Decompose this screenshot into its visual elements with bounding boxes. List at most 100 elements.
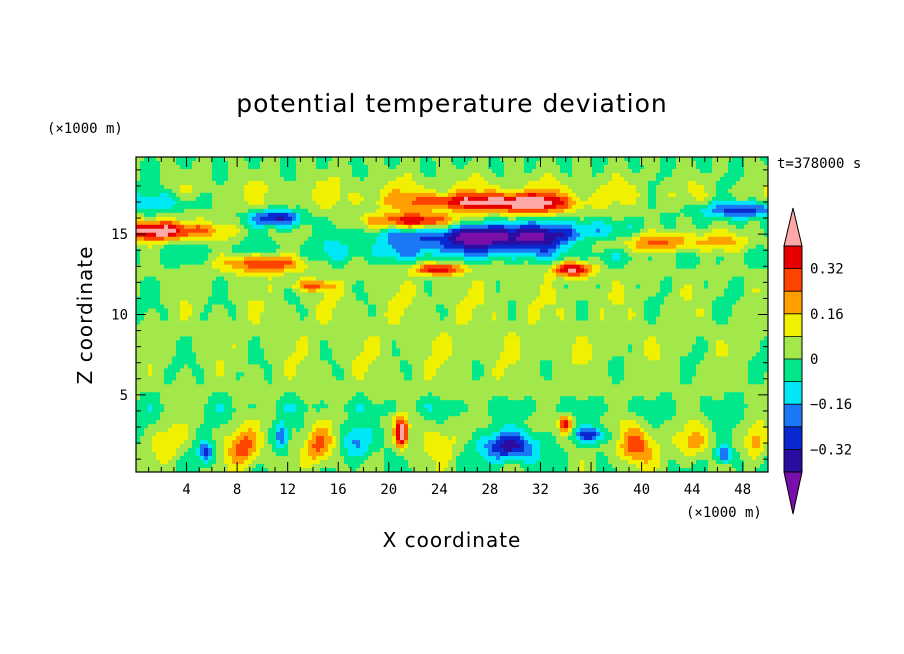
contour-cell [648,252,653,258]
contour-cell [332,220,337,226]
contour-cell [512,276,517,282]
contour-cell [220,216,225,222]
contour-cell [212,160,217,166]
contour-cell [712,192,717,198]
contour-cell [352,264,357,270]
contour-cell [284,240,289,246]
contour-cell [536,264,541,270]
contour-cell [544,176,549,182]
contour-cell [232,157,237,162]
contour-cell [276,268,281,274]
contour-cell [592,232,597,238]
contour-cell [704,176,709,182]
contour-cell [224,216,229,222]
contour-cell [460,172,465,178]
contour-cell [396,200,401,206]
contour-cell [384,216,389,222]
contour-cell [556,272,561,278]
contour-cell [152,228,157,234]
contour-cell [740,236,745,242]
contour-cell [460,260,465,266]
contour-cell [728,248,733,254]
contour-cell [576,248,581,254]
contour-cell [736,240,741,246]
contour-cell [528,252,533,258]
contour-cell [372,232,377,238]
contour-cell [620,200,625,206]
contour-cell [708,240,713,246]
contour-cell [644,236,649,242]
contour-cell [424,256,429,262]
contour-cell [384,280,389,285]
contour-cell [352,244,357,250]
contour-cell [540,224,545,230]
contour-cell [172,224,177,230]
contour-cell [580,264,585,270]
contour-cell [248,220,253,226]
contour-cell [240,172,245,178]
contour-cell [612,220,617,226]
contour-cell [340,240,345,246]
contour-cell [168,164,173,170]
contour-cell [224,188,229,194]
contour-cell [176,216,181,222]
contour-cell [748,176,753,182]
contour-cell [508,268,513,274]
contour-cell [184,272,189,278]
contour-cell [720,208,725,214]
contour-cell [164,248,169,254]
contour-cell [416,256,421,262]
contour-cell [704,200,709,206]
contour-cell [472,268,477,274]
contour-cell [320,228,325,234]
contour-cell [620,168,625,174]
contour-cell [608,268,613,274]
contour-cell [604,244,609,250]
contour-cell [560,256,565,262]
contour-cell [664,164,669,170]
contour-cell [392,204,397,210]
contour-cell [228,172,233,178]
contour-cell [632,188,637,194]
contour-cell [608,200,613,206]
contour-cell [544,168,549,174]
contour-cell [204,248,209,254]
contour-cell [444,224,449,230]
contour-cell [192,224,197,230]
contour-cell [640,200,645,206]
contour-cell [628,264,633,270]
contour-cell [404,220,409,226]
contour-cell [148,176,153,182]
contour-cell [540,168,545,174]
contour-cell [452,200,457,206]
contour-cell [592,248,597,254]
contour-cell [424,168,429,174]
contour-cell [144,188,149,194]
contour-cell [428,256,433,262]
contour-cell [412,232,417,238]
contour-cell [488,184,493,190]
contour-cell [408,276,413,282]
contour-cell [368,196,373,202]
contour-cell [504,196,509,202]
contour-cell [220,228,225,234]
contour-cell [188,208,193,214]
contour-cell [388,232,393,238]
contour-cell [612,264,617,270]
contour-cell [272,204,277,210]
contour-cell [316,236,321,242]
contour-cell [740,192,745,198]
contour-cell [584,200,589,206]
contour-cell [140,232,145,238]
contour-cell [260,232,265,238]
contour-cell [384,248,389,254]
contour-cell [364,276,369,282]
contour-cell [312,228,317,234]
contour-cell [712,228,717,234]
contour-cell [220,180,225,186]
contour-cell [412,280,417,285]
contour-cell [508,208,513,214]
contour-cell [756,264,761,270]
contour-cell [412,216,417,222]
contour-cell [640,208,645,214]
